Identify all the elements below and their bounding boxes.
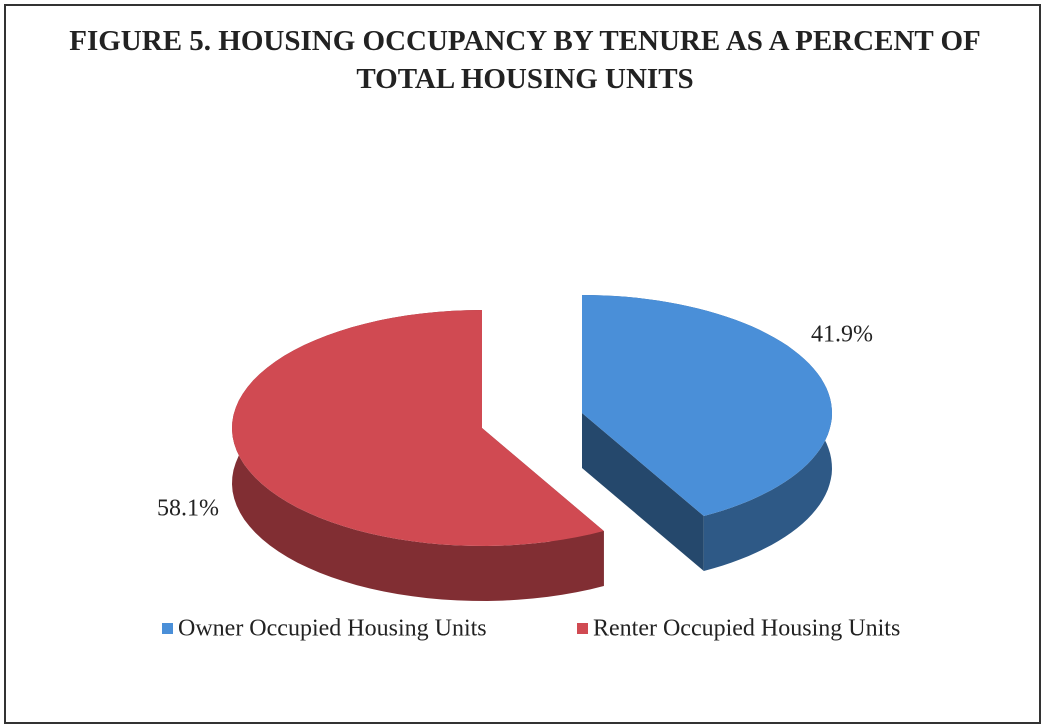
page: {"chart_data": {"type": "pie", "title": … xyxy=(4,4,1041,724)
slice xyxy=(232,310,604,546)
slice xyxy=(582,295,832,516)
data-label: 58.1% xyxy=(157,496,219,522)
legend-label: Owner Occupied Housing Units xyxy=(178,616,487,642)
legend-swatch xyxy=(577,623,588,634)
data-label: 41.9% xyxy=(811,322,873,348)
slice-wall xyxy=(582,413,704,571)
legend-swatch xyxy=(162,623,173,634)
legend-label: Renter Occupied Housing Units xyxy=(593,616,900,642)
chart: 41.9% 58.1% Owner Occupied Housing Units Re… xyxy=(157,295,900,642)
chart-title: FIGURE 5. HOUSING OCCUPANCY BY TENURE AS… xyxy=(69,25,981,95)
